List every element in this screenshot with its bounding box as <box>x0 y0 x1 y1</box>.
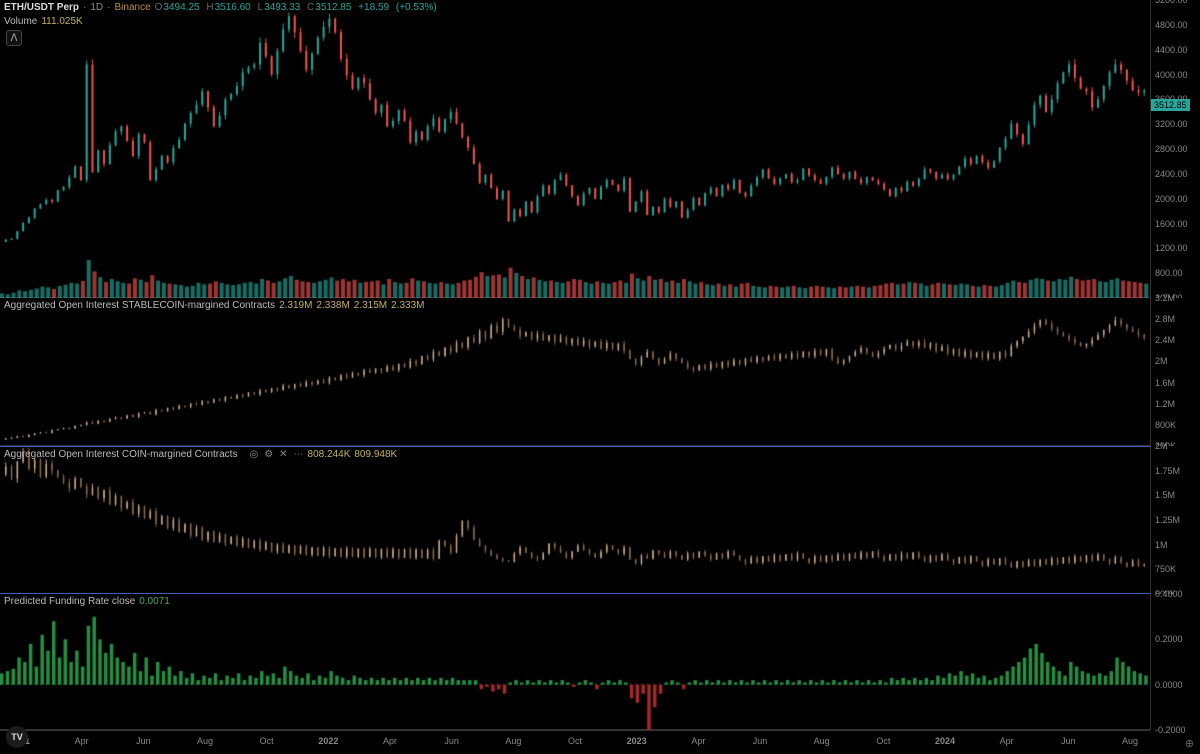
y-axis-tick: 3.2M <box>1155 293 1175 303</box>
y-axis-tick: 4800.00 <box>1155 20 1188 30</box>
settings-icon[interactable]: ⚙ <box>264 449 273 460</box>
oi-coin-header: Aggregated Open Interest COIN-margined C… <box>4 449 397 460</box>
oi-coin-panel[interactable]: Aggregated Open Interest COIN-margined C… <box>0 446 1150 594</box>
funding-rate-canvas[interactable] <box>0 594 1150 730</box>
y-axis-tick: 5200.00 <box>1155 0 1188 5</box>
funding-rate-title[interactable]: Predicted Funding Rate close <box>4 596 135 607</box>
y-axis-tick: 800.00 <box>1155 268 1183 278</box>
tradingview-logo[interactable]: TV <box>6 726 28 748</box>
y-axis-tick: 1600.00 <box>1155 219 1188 229</box>
x-axis-tick: Apr <box>75 736 89 746</box>
volume-indicator-header: Volume 111.025K <box>4 16 83 27</box>
y-axis-tick: 4400.00 <box>1155 45 1188 55</box>
oi-coin-title[interactable]: Aggregated Open Interest COIN-margined C… <box>4 449 237 460</box>
y-axis-tick: 4000.00 <box>1155 70 1188 80</box>
x-axis-tick: Oct <box>568 736 582 746</box>
volume-label[interactable]: Volume <box>4 16 37 27</box>
oi-stablecoin-title[interactable]: Aggregated Open Interest STABLECOIN-marg… <box>4 300 275 311</box>
price-panel-header: ETH/USDT Perp · 1D · Binance 3494.25 351… <box>4 2 441 13</box>
y-axis-tick: 1M <box>1155 540 1168 550</box>
y-axis-tick: 2.8M <box>1155 314 1175 324</box>
x-axis-tick: 2024 <box>935 736 955 746</box>
y-axis-tick: 1.25M <box>1155 515 1180 525</box>
ohlc-readout: 3494.25 3516.60 3493.33 3512.85 +18.59 (… <box>155 2 441 13</box>
y-axis-tick: 750K <box>1155 564 1176 574</box>
x-axis-tick: 2022 <box>318 736 338 746</box>
y-axis-tick: 800K <box>1155 420 1176 430</box>
oi-coin-y-axis[interactable]: 2M1.75M1.5M1.25M1M750K500K <box>1150 446 1200 594</box>
y-axis-tick: 1.5M <box>1155 490 1175 500</box>
oi-coin-canvas[interactable] <box>0 447 1150 595</box>
more-options-icon[interactable]: ⋯ <box>294 449 304 460</box>
x-axis-tick: Jun <box>1061 736 1076 746</box>
x-axis-tick: Jun <box>444 736 459 746</box>
interval-label[interactable]: 1D <box>90 2 103 13</box>
y-axis-tick: 2M <box>1155 356 1168 366</box>
y-axis-tick: 2.4M <box>1155 335 1175 345</box>
y-axis-tick: 1.75M <box>1155 466 1180 476</box>
price-chart-canvas[interactable] <box>0 0 1150 298</box>
funding-y-axis[interactable]: 0.40000.20000.0000-0.2000 <box>1150 594 1200 730</box>
y-axis-tick: 1200.00 <box>1155 243 1188 253</box>
indicator-toolbar: ◎ ⚙ ✕ ⋯ <box>249 449 303 460</box>
y-axis-tick: -0.2000 <box>1155 725 1186 735</box>
funding-rate-panel[interactable]: Predicted Funding Rate close 0.0071 <box>0 594 1150 730</box>
x-axis-tick: Oct <box>260 736 274 746</box>
y-axis-tick: 2400.00 <box>1155 169 1188 179</box>
x-axis-tick: Apr <box>383 736 397 746</box>
remove-indicator-icon[interactable]: ✕ <box>279 449 287 460</box>
funding-rate-header: Predicted Funding Rate close 0.0071 <box>4 596 170 607</box>
current-price-badge: 3512.85 <box>1151 99 1190 111</box>
collapse-panel-button[interactable]: ᐱ <box>6 30 22 46</box>
x-axis-tick: Apr <box>1000 736 1014 746</box>
oi-stablecoin-header: Aggregated Open Interest STABLECOIN-marg… <box>4 300 425 311</box>
x-axis-tick: Apr <box>691 736 705 746</box>
oi-stablecoin-y-axis[interactable]: 3.2M2.8M2.4M2M1.6M1.2M800K400K <box>1150 298 1200 446</box>
oi-stablecoin-canvas[interactable] <box>0 298 1150 446</box>
timezone-icon[interactable]: ⊕ <box>1185 737 1194 750</box>
y-axis-tick: 0.4000 <box>1155 589 1183 599</box>
symbol-label[interactable]: ETH/USDT Perp <box>4 2 79 13</box>
x-axis-tick: 2023 <box>627 736 647 746</box>
y-axis-tick: 0.2000 <box>1155 634 1183 644</box>
x-axis-tick: Jun <box>753 736 768 746</box>
x-axis-tick: Aug <box>1122 736 1138 746</box>
x-axis-tick: Aug <box>197 736 213 746</box>
y-axis-tick: 1.2M <box>1155 399 1175 409</box>
y-axis-tick: 0.0000 <box>1155 680 1183 690</box>
x-axis-tick: Oct <box>876 736 890 746</box>
y-axis-tick: 2000.00 <box>1155 194 1188 204</box>
x-axis-tick: Jun <box>136 736 151 746</box>
exchange-label[interactable]: Binance <box>115 2 151 13</box>
time-axis[interactable]: 2021AprJunAugOct2022AprJunAugOct2023AprJ… <box>0 730 1150 754</box>
y-axis-tick: 1.6M <box>1155 378 1175 388</box>
chart-area[interactable]: ETH/USDT Perp · 1D · Binance 3494.25 351… <box>0 0 1150 730</box>
y-axis-tick: 2M <box>1155 441 1168 451</box>
price-y-axis[interactable]: 5200.004800.004400.004000.003600.003200.… <box>1150 0 1200 298</box>
x-axis-tick: Aug <box>505 736 521 746</box>
y-axis-tick: 2800.00 <box>1155 144 1188 154</box>
price-panel[interactable]: ETH/USDT Perp · 1D · Binance 3494.25 351… <box>0 0 1150 298</box>
volume-value: 111.025K <box>41 16 82 27</box>
y-axis-tick: 3200.00 <box>1155 119 1188 129</box>
visibility-toggle-icon[interactable]: ◎ <box>249 449 258 460</box>
x-axis-tick: Aug <box>814 736 830 746</box>
oi-stablecoin-panel[interactable]: Aggregated Open Interest STABLECOIN-marg… <box>0 298 1150 446</box>
